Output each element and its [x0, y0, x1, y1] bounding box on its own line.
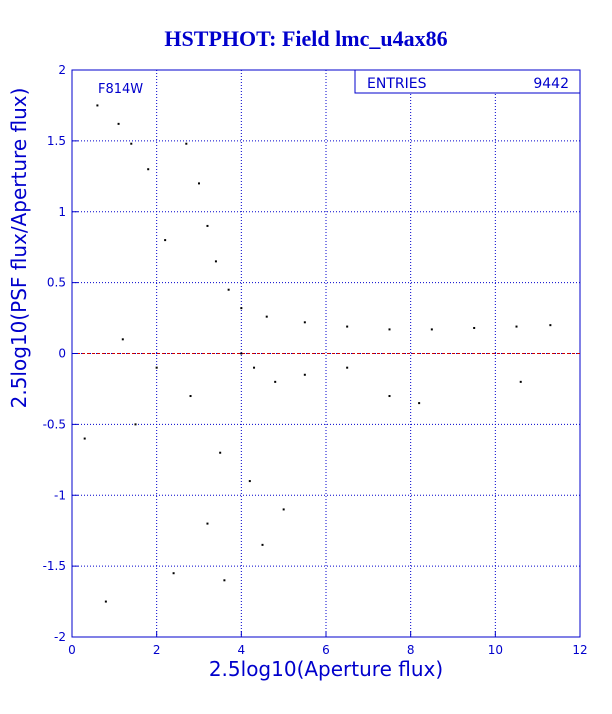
- stats-box: ENTRIES 9442: [354, 69, 581, 94]
- x-tick-label: 10: [488, 643, 503, 657]
- data-point: [96, 104, 99, 107]
- data-point: [282, 508, 285, 511]
- data-point: [134, 423, 137, 426]
- x-tick-label: 0: [68, 643, 76, 657]
- data-point: [240, 352, 243, 355]
- data-point: [388, 328, 391, 331]
- y-tick-label: 1: [58, 205, 66, 219]
- data-point: [240, 307, 243, 310]
- data-point: [130, 142, 133, 145]
- data-point: [519, 380, 522, 383]
- data-point: [198, 182, 200, 185]
- data-point: [388, 395, 391, 398]
- data-point: [155, 366, 158, 369]
- grid-layer: [72, 70, 580, 637]
- data-point: [189, 395, 192, 398]
- data-point: [265, 315, 268, 318]
- data-point: [83, 437, 86, 440]
- x-tick-label: 8: [407, 643, 415, 657]
- data-point: [121, 338, 124, 341]
- x-tick-label: 6: [322, 643, 330, 657]
- data-point: [206, 224, 209, 227]
- data-point: [430, 328, 433, 331]
- data-point: [185, 142, 188, 145]
- data-point: [346, 325, 349, 328]
- data-point: [253, 366, 256, 369]
- y-tick-label: 0.5: [47, 276, 66, 290]
- stats-value: 9442: [533, 76, 569, 92]
- x-axis-label: 2.5log10(Aperture flux): [209, 657, 443, 681]
- data-point: [418, 402, 421, 405]
- data-point: [206, 522, 209, 525]
- data-point: [303, 321, 306, 324]
- y-axis-label: 2.5log10(PSF flux/Aperture flux): [7, 88, 31, 409]
- x-tick-label: 12: [572, 643, 587, 657]
- y-tick-label: 0: [58, 347, 66, 361]
- data-point: [219, 451, 222, 454]
- scatter-points: [83, 104, 552, 603]
- data-point: [214, 260, 217, 263]
- y-tick-label: -0.5: [43, 417, 66, 431]
- data-point: [147, 168, 150, 171]
- data-point: [104, 600, 107, 603]
- data-point: [549, 324, 552, 327]
- y-tick-label: -2: [54, 630, 66, 644]
- data-point: [274, 380, 277, 383]
- y-tick-label: -1.5: [43, 559, 66, 573]
- y-tick-label: -1: [54, 488, 66, 502]
- tick-labels: 0 2 4 6 8 10 12 -2 -1.5 -1 -0.5 0 0.5 1 1.5 2: [43, 63, 588, 657]
- data-point: [117, 122, 120, 125]
- data-point: [346, 366, 349, 369]
- data-point: [227, 288, 230, 291]
- y-tick-label: 1.5: [47, 134, 66, 148]
- filter-annotation: F814W: [98, 82, 143, 97]
- data-point: [303, 373, 306, 376]
- data-point: [248, 480, 251, 483]
- data-point: [473, 326, 476, 329]
- data-point: [172, 572, 175, 575]
- stats-label: ENTRIES: [367, 76, 427, 92]
- chart-title: HSTPHOT: Field lmc_u4ax86: [164, 26, 447, 51]
- x-tick-label: 4: [238, 643, 246, 657]
- data-point: [515, 325, 518, 328]
- y-tick-label: 2: [58, 63, 66, 77]
- data-point: [261, 543, 264, 546]
- x-tick-label: 2: [153, 643, 161, 657]
- data-point: [164, 239, 167, 242]
- data-point: [223, 579, 226, 582]
